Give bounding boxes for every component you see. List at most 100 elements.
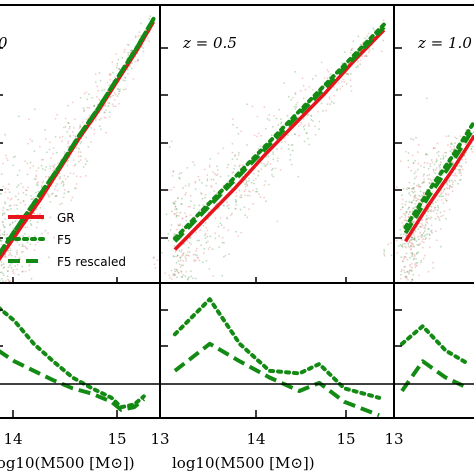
scatter-point (88, 114, 91, 117)
scatter-point (149, 15, 152, 18)
scatter-point (235, 230, 238, 233)
scatter-point (56, 189, 59, 192)
scatter-point (185, 260, 187, 262)
scatter-point (302, 118, 305, 120)
scatter-point (69, 125, 71, 128)
scatter-point (44, 128, 46, 131)
scatter-point (26, 226, 29, 229)
scatter-point (33, 249, 36, 252)
scatter-point (279, 169, 282, 171)
scatter-point (410, 137, 412, 140)
scatter-point (219, 217, 222, 219)
scatter-point (23, 233, 26, 235)
scatter-point (419, 225, 422, 228)
scatter-point (4, 256, 6, 258)
scatter-point (382, 39, 385, 42)
scatter-point (290, 99, 293, 101)
scatter-point (411, 253, 414, 256)
scatter-point (412, 162, 415, 164)
scatter-point (408, 181, 411, 184)
scatter-point (402, 206, 404, 209)
scatter-point (214, 237, 217, 240)
scatter-point (410, 236, 413, 239)
scatter-point (435, 158, 438, 161)
scatter-point (179, 223, 181, 226)
scatter-point (404, 216, 407, 219)
scatter-point (271, 174, 273, 176)
scatter-point (83, 109, 86, 112)
scatter-point (260, 134, 262, 137)
scatter-point (240, 194, 243, 197)
scatter-point (421, 240, 423, 243)
scatter-point (308, 143, 311, 146)
scatter-point (231, 212, 233, 215)
bottom-panel-frame (159, 282, 395, 419)
scatter-point (3, 234, 5, 236)
scatter-point (401, 239, 403, 241)
scatter-point (134, 35, 137, 37)
scatter-point (266, 117, 269, 120)
scatter-point (409, 194, 412, 197)
scatter-point (332, 102, 335, 105)
scatter-point (244, 214, 247, 217)
scatter-point (112, 105, 115, 108)
scatter-point (294, 71, 297, 73)
scatter-point (311, 78, 314, 80)
scatter-point (410, 269, 413, 272)
scatter-point (16, 241, 19, 244)
scatter-point (67, 104, 69, 107)
scatter-point (436, 152, 438, 154)
scatter-point (458, 164, 461, 167)
scatter-point (231, 142, 234, 145)
scatter-point (127, 54, 130, 57)
scatter-point (423, 181, 425, 184)
scatter-point (85, 175, 87, 177)
series-line-f5 (403, 119, 474, 230)
scatter-point (346, 73, 348, 75)
scatter-point (1, 277, 3, 280)
scatter-point (171, 210, 173, 213)
scatter-point (274, 167, 277, 170)
scatter-point (188, 183, 190, 185)
scatter-point (239, 208, 242, 211)
scatter-point (136, 59, 139, 62)
scatter-point (189, 194, 192, 197)
scatter-point (367, 51, 370, 54)
scatter-point (230, 214, 232, 217)
scatter-point (193, 207, 195, 210)
scatter-point (173, 233, 176, 236)
scatter-point (49, 167, 52, 170)
scatter-point (413, 245, 415, 248)
scatter-point (383, 254, 386, 257)
scatter-point (123, 51, 126, 53)
scatter-point (297, 175, 300, 178)
scatter-point (299, 123, 302, 126)
scatter-point (48, 148, 51, 151)
scatter-point (119, 90, 121, 93)
scatter-point (179, 266, 182, 268)
scatter-point (186, 240, 189, 242)
scatter-point (124, 76, 127, 79)
scatter-point (193, 204, 196, 207)
scatter-point (18, 244, 21, 246)
scatter-point (237, 235, 240, 238)
scatter-point (405, 256, 408, 259)
scatter-point (32, 197, 35, 200)
scatter-point (3, 231, 6, 234)
scatter-point (419, 242, 421, 245)
scatter-point (422, 238, 424, 241)
scatter-point (178, 176, 181, 179)
scatter-point (147, 37, 150, 40)
scatter-point (175, 268, 178, 271)
scatter-point (188, 276, 190, 279)
scatter-point (310, 115, 313, 118)
scatter-point (413, 195, 415, 198)
scatter-point (90, 127, 93, 129)
scatter-point (3, 233, 6, 236)
scatter-point (86, 160, 88, 163)
scatter-point (167, 240, 170, 242)
scatter-point (29, 138, 32, 141)
scatter-point (417, 198, 420, 201)
scatter-point (165, 213, 168, 216)
scatter-point (98, 118, 101, 121)
